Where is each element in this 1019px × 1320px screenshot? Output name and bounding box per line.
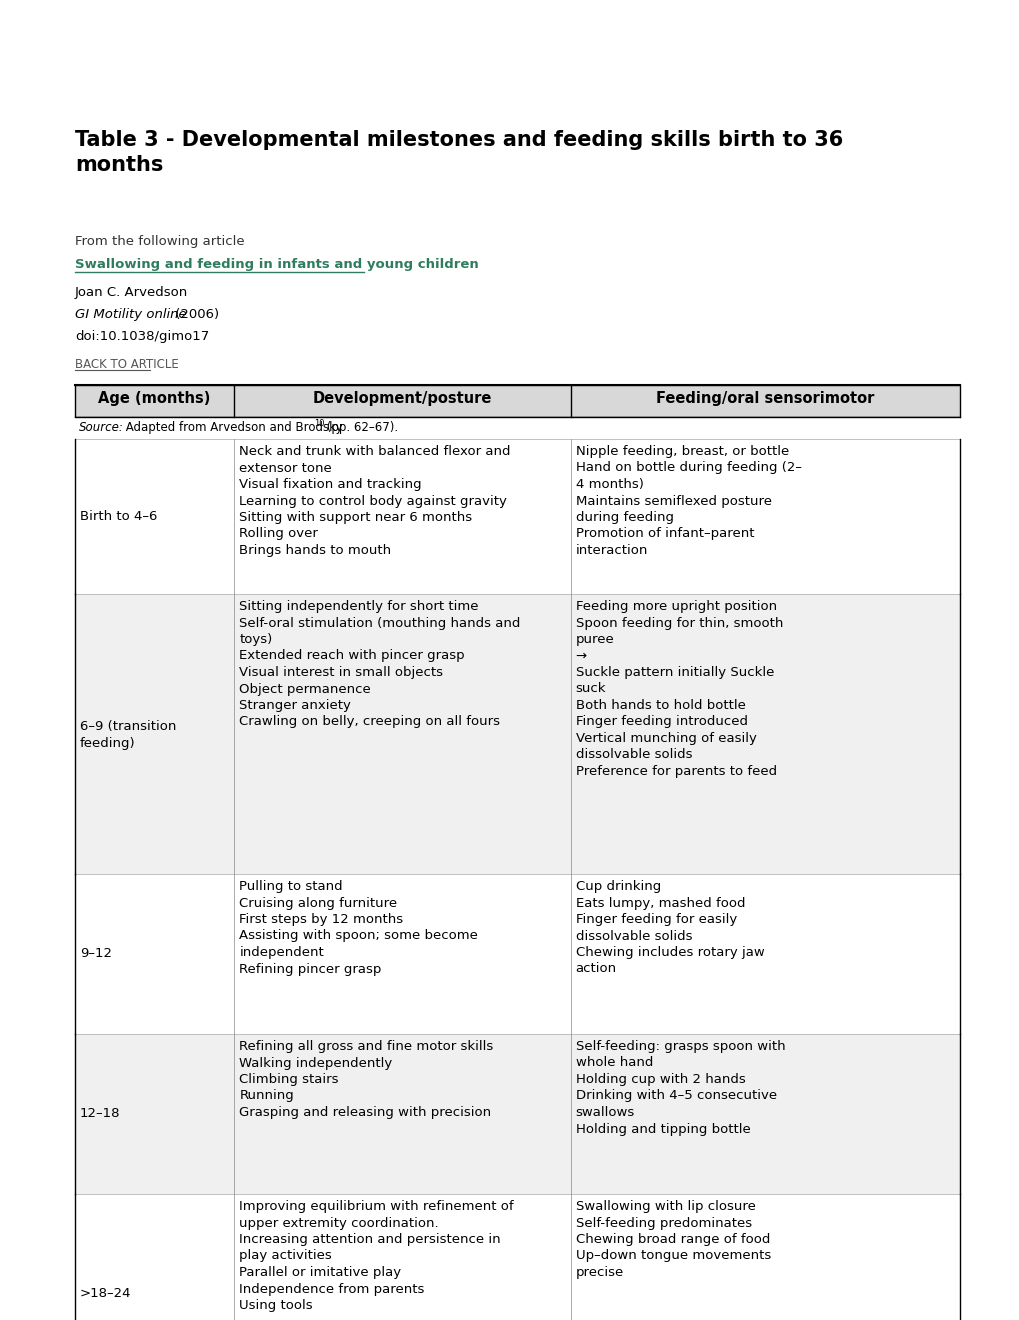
Text: Nipple feeding, breast, or bottle
Hand on bottle during feeding (2–
4 months)
Ma: Nipple feeding, breast, or bottle Hand o… (575, 445, 801, 557)
Bar (75, 874, 959, 1034)
Text: doi:10.1038/gimo17: doi:10.1038/gimo17 (75, 330, 209, 343)
Text: (2006): (2006) (171, 308, 219, 321)
Text: Swallowing with lip closure
Self-feeding predominates
Chewing broad range of foo: Swallowing with lip closure Self-feeding… (575, 1200, 770, 1279)
Text: Refining all gross and fine motor skills
Walking independently
Climbing stairs
R: Refining all gross and fine motor skills… (239, 1040, 493, 1119)
Text: Cup drinking
Eats lumpy, mashed food
Finger feeding for easily
dissolvable solid: Cup drinking Eats lumpy, mashed food Fin… (575, 880, 763, 975)
Bar (75, 1034, 959, 1195)
Text: (pp. 62–67).: (pp. 62–67). (323, 421, 397, 434)
Text: 6–9 (transition
feeding): 6–9 (transition feeding) (79, 719, 176, 750)
Text: BACK TO ARTICLE: BACK TO ARTICLE (75, 358, 178, 371)
Text: Joan C. Arvedson: Joan C. Arvedson (75, 286, 189, 300)
Text: Age (months): Age (months) (99, 391, 211, 407)
Text: Source:: Source: (78, 421, 123, 434)
Text: Swallowing and feeding in infants and young children: Swallowing and feeding in infants and yo… (75, 257, 478, 271)
Bar (75, 440, 959, 594)
Text: 10: 10 (314, 418, 324, 428)
Text: Table 3 - Developmental milestones and feeding skills birth to 36
months: Table 3 - Developmental milestones and f… (75, 129, 843, 174)
Text: 9–12: 9–12 (79, 946, 112, 960)
Bar (75, 1195, 959, 1320)
Text: >18–24: >18–24 (79, 1287, 131, 1300)
Text: Birth to 4–6: Birth to 4–6 (79, 510, 157, 523)
Bar (75, 385, 959, 417)
Text: Feeding more upright position
Spoon feeding for thin, smooth
puree
→
Suckle patt: Feeding more upright position Spoon feed… (575, 601, 783, 777)
Bar (75, 594, 959, 874)
Text: 12–18: 12–18 (79, 1107, 120, 1119)
Text: GI Motility online: GI Motility online (75, 308, 186, 321)
Text: Improving equilibrium with refinement of
upper extremity coordination.
Increasin: Improving equilibrium with refinement of… (239, 1200, 514, 1312)
Text: Feeding/oral sensorimotor: Feeding/oral sensorimotor (655, 391, 873, 407)
Text: Development/posture: Development/posture (313, 391, 491, 407)
Bar (75, 417, 959, 440)
Text: Self-feeding: grasps spoon with
whole hand
Holding cup with 2 hands
Drinking wit: Self-feeding: grasps spoon with whole ha… (575, 1040, 785, 1135)
Text: From the following article: From the following article (75, 235, 245, 248)
Text: Adapted from Arvedson and Brodsky: Adapted from Arvedson and Brodsky (122, 421, 342, 434)
Text: Neck and trunk with balanced flexor and
extensor tone
Visual fixation and tracki: Neck and trunk with balanced flexor and … (239, 445, 511, 557)
Text: Sitting independently for short time
Self-oral stimulation (mouthing hands and
t: Sitting independently for short time Sel… (239, 601, 520, 729)
Text: Pulling to stand
Cruising along furniture
First steps by 12 months
Assisting wit: Pulling to stand Cruising along furnitur… (239, 880, 478, 975)
